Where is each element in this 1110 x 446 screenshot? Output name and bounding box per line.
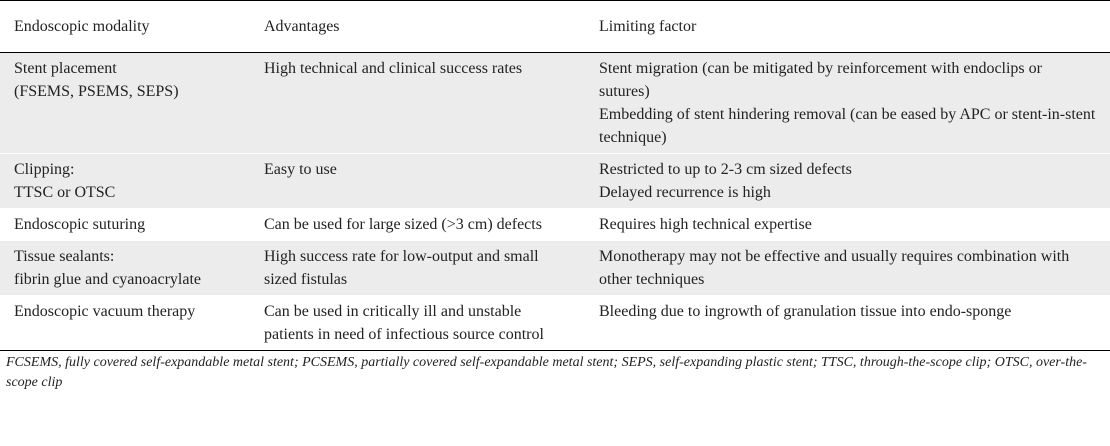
limiting-cell: Stent migration (can be mitigated by rei… <box>585 52 1110 154</box>
advantages-line: High success rate for low-output and sma… <box>264 248 539 288</box>
advantages-line: High technical and clinical success rate… <box>264 60 523 77</box>
modality-line: fibrin glue and cyanoacrylate <box>14 271 202 288</box>
limiting-line: Restricted to up to 2-3 cm sized defects <box>599 161 852 178</box>
advantages-cell: Can be used for large sized (>3 cm) defe… <box>250 208 585 241</box>
header-advantages: Advantages <box>250 0 585 53</box>
table-footnote: FCSEMS, fully covered self-expandable me… <box>6 355 1087 390</box>
limiting-line: Requires high technical expertise <box>599 216 812 233</box>
modality-cell: Endoscopic suturing <box>0 208 250 241</box>
limiting-cell: Bleeding due to ingrowth of granulation … <box>585 295 1110 351</box>
header-modality: Endoscopic modality <box>0 0 250 53</box>
advantages-cell: High success rate for low-output and sma… <box>250 240 585 296</box>
table-row: Endoscopic vacuum therapy Can be used in… <box>0 295 1110 351</box>
modality-line: TTSC or OTSC <box>14 184 116 201</box>
limiting-line: Stent migration (can be mitigated by rei… <box>599 60 1042 100</box>
limiting-line: Delayed recurrence is high <box>599 184 771 201</box>
modality-line: Stent placement <box>14 60 117 77</box>
modality-line: Endoscopic vacuum therapy <box>14 303 196 320</box>
limiting-line: Bleeding due to ingrowth of granulation … <box>599 303 1012 320</box>
table-row: Endoscopic suturing Can be used for larg… <box>0 208 1110 241</box>
modality-line: (FSEMS, PSEMS, SEPS) <box>14 83 179 100</box>
modality-line: Clipping: <box>14 161 75 178</box>
modality-cell: Stent placement (FSEMS, PSEMS, SEPS) <box>0 52 250 154</box>
header-row: Endoscopic modality Advantages Limiting … <box>0 0 1110 53</box>
modality-cell: Tissue sealants: fibrin glue and cyanoac… <box>0 240 250 296</box>
limiting-cell: Restricted to up to 2-3 cm sized defects… <box>585 153 1110 209</box>
modality-cell: Clipping: TTSC or OTSC <box>0 153 250 209</box>
advantages-line: Can be used for large sized (>3 cm) defe… <box>264 216 542 233</box>
limiting-line: Monotherapy may not be effective and usu… <box>599 248 1070 288</box>
advantages-cell: Can be used in critically ill and unstab… <box>250 295 585 351</box>
advantages-cell: High technical and clinical success rate… <box>250 52 585 154</box>
modality-line: Endoscopic suturing <box>14 216 146 233</box>
modality-cell: Endoscopic vacuum therapy <box>0 295 250 351</box>
limiting-line: Embedding of stent hindering removal (ca… <box>599 106 1096 146</box>
advantages-line: Can be used in critically ill and unstab… <box>264 303 544 343</box>
header-limiting-factor: Limiting factor <box>585 0 1110 53</box>
comparison-table: Endoscopic modality Advantages Limiting … <box>0 0 1110 351</box>
limiting-cell: Monotherapy may not be effective and usu… <box>585 240 1110 296</box>
modality-line: Tissue sealants: <box>14 248 115 265</box>
table-row: Stent placement (FSEMS, PSEMS, SEPS) Hig… <box>0 52 1110 154</box>
table-row: Clipping: TTSC or OTSC Easy to use Restr… <box>0 153 1110 209</box>
advantages-line: Easy to use <box>264 161 337 178</box>
table-row: Tissue sealants: fibrin glue and cyanoac… <box>0 240 1110 296</box>
advantages-cell: Easy to use <box>250 153 585 209</box>
limiting-cell: Requires high technical expertise <box>585 208 1110 241</box>
